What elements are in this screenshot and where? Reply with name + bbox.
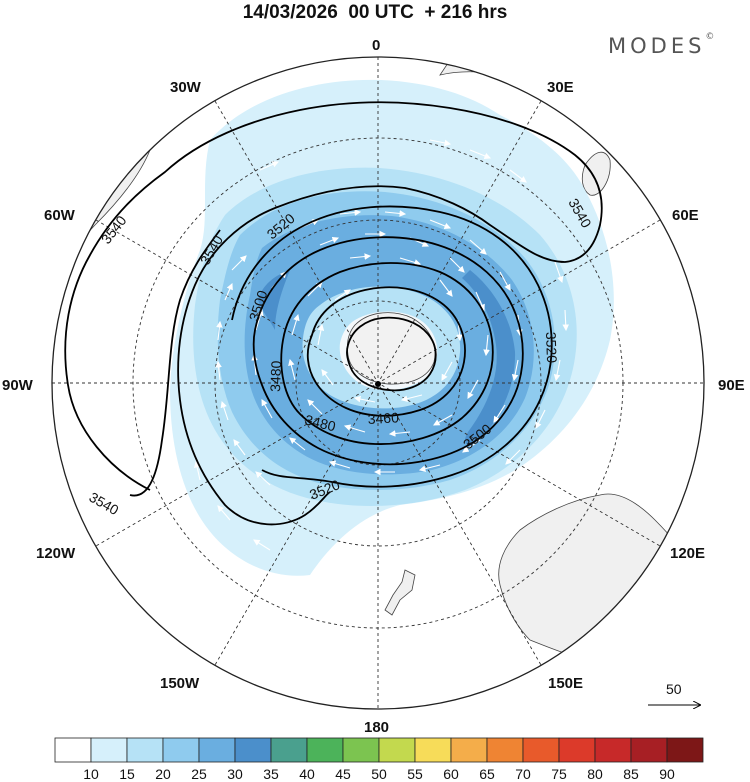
contour-label: 3520: [543, 332, 560, 364]
colorbar-swatch: [450, 737, 488, 763]
brand-copyright: ©: [705, 32, 715, 42]
shade-30-35: [462, 270, 516, 446]
meridian-label-60w: 60W: [44, 207, 76, 224]
modes-logo: MODES©: [608, 32, 715, 58]
map-title: 14/03/2026 00 UTC + 216 hrs: [242, 2, 508, 23]
colorbar-tick-label: 50: [371, 766, 387, 782]
colorbar-swatch: [630, 737, 668, 763]
colorbar-swatch: [90, 737, 128, 763]
reference-vector: 50: [648, 681, 700, 705]
colorbar-tick-label: 80: [587, 766, 603, 782]
colorbar-swatch: [126, 737, 164, 763]
shade-30-35-west: [258, 270, 290, 330]
colorbar-swatch: [594, 737, 632, 763]
colorbar-swatch: [486, 737, 524, 763]
meridian-label-60e: 60E: [672, 207, 699, 224]
colorbar-swatch: [522, 737, 560, 763]
map-boundary: [51, 56, 705, 710]
contour-label: 3480: [267, 360, 284, 392]
colorbar-swatch: [162, 737, 200, 763]
colorbar-swatch: [666, 737, 704, 763]
contour-3500: [252, 236, 524, 466]
colorbar-swatch: [378, 737, 416, 763]
colorbar-tick-label: 70: [515, 766, 531, 782]
colorbar-swatch: [306, 737, 344, 763]
colorbar-tick-label: 85: [623, 766, 639, 782]
contour-label: 3480: [303, 411, 337, 434]
reference-vector-label: 50: [666, 681, 682, 697]
meridian-label-180: 180: [364, 719, 389, 736]
colorbar-tick-label: 55: [407, 766, 423, 782]
meridian-label-30e: 30E: [547, 79, 574, 96]
colorbar-tick-label: 25: [191, 766, 207, 782]
meridian-label-120w: 120W: [36, 545, 76, 562]
brand-text: MODES: [608, 34, 706, 58]
contour-3460: [306, 286, 466, 417]
pole-marker: [375, 381, 381, 387]
colorbar-swatch: [414, 737, 452, 763]
colorbar-tick-label: 15: [119, 766, 135, 782]
colorbar-tick-label: 65: [479, 766, 495, 782]
meridian-label-120e: 120E: [670, 545, 705, 562]
colorbar-swatch: [342, 737, 380, 763]
meridian-label-30w: 30W: [170, 79, 202, 96]
colorbar-tick-label: 45: [335, 766, 351, 782]
contour-3480: [280, 262, 494, 445]
colorbar-tick-label: 90: [659, 766, 675, 782]
meridian-labels: 0 30E 60E 90E 120E 150E 180 150W 120W 90…: [2, 37, 745, 736]
colorbar: 10 15 20 25 30 35 40 45 50 55 60 65 70 75 80 85 90: [54, 737, 704, 782]
colorbar-swatch: [234, 737, 272, 763]
contour-3440: [346, 316, 437, 392]
colorbar-swatch: [198, 737, 236, 763]
contour-label: 3460: [367, 409, 399, 427]
geopotential-contours: [64, 101, 603, 526]
colorbar-tick-label: 20: [155, 766, 171, 782]
map-disc-content: [52, 57, 704, 709]
contour-3520: [231, 205, 553, 488]
colorbar-swatch: [54, 737, 92, 763]
new-zealand-land: [384, 569, 416, 616]
colorbar-swatch: [558, 737, 596, 763]
colorbar-tick-label: 40: [299, 766, 315, 782]
colorbar-tick-label: 35: [263, 766, 279, 782]
madagascar-land: [581, 151, 611, 196]
meridian-label-150e: 150E: [548, 675, 583, 692]
meridian-label-150w: 150W: [160, 675, 200, 692]
meridian-label-90e: 90E: [718, 377, 745, 394]
contour-3540-west: [129, 229, 221, 497]
colorbar-tick-label: 75: [551, 766, 567, 782]
colorbar-swatch: [270, 737, 308, 763]
meridian-label-0: 0: [372, 37, 380, 54]
meridian-label-90w: 90W: [2, 377, 34, 394]
colorbar-tick-label: 30: [227, 766, 243, 782]
colorbar-tick-label: 60: [443, 766, 459, 782]
colorbar-tick-label: 10: [83, 766, 99, 782]
contour-3540: [64, 101, 603, 526]
